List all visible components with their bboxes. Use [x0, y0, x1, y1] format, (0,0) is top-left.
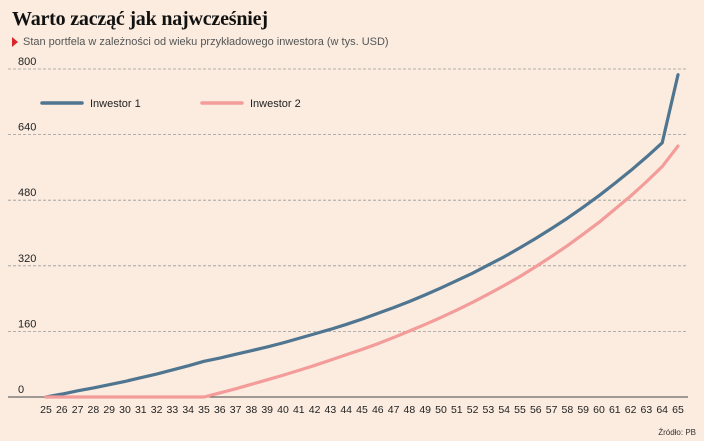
x-tick-label-58: 58 [562, 404, 574, 416]
x-tick-label-61: 61 [609, 404, 621, 416]
chart-subtitle: Stan portfela w zależności od wieku przy… [23, 36, 389, 48]
x-tick-label-31: 31 [135, 404, 147, 416]
legend-label-1: Inwestor 1 [90, 98, 141, 110]
x-tick-label-53: 53 [483, 404, 495, 416]
x-tick-label-48: 48 [404, 404, 416, 416]
x-tick-label-50: 50 [435, 404, 447, 416]
y-tick-label-480: 480 [18, 187, 36, 199]
x-tick-label-35: 35 [198, 404, 210, 416]
x-tick-label-25: 25 [40, 404, 52, 416]
x-tick-label-56: 56 [530, 404, 542, 416]
x-tick-label-60: 60 [593, 404, 605, 416]
x-tick-label-38: 38 [246, 404, 258, 416]
x-tick-label-63: 63 [641, 404, 653, 416]
y-tick-label-160: 160 [18, 318, 36, 330]
y-tick-label-0: 0 [18, 384, 24, 396]
y-tick-label-800: 800 [18, 56, 36, 68]
x-tick-label-51: 51 [451, 404, 463, 416]
x-tick-label-54: 54 [498, 404, 510, 416]
x-tick-label-42: 42 [309, 404, 321, 416]
x-tick-label-41: 41 [293, 404, 305, 416]
x-tick-label-46: 46 [372, 404, 384, 416]
y-tick-label-320: 320 [18, 253, 36, 265]
x-tick-label-27: 27 [72, 404, 84, 416]
x-tick-label-43: 43 [325, 404, 337, 416]
subtitle-row: Stan portfela w zależności od wieku przy… [12, 36, 389, 48]
source-note: Źródło: PB [658, 428, 696, 437]
x-tick-label-26: 26 [56, 404, 68, 416]
red-triangle-marker-icon [12, 37, 18, 47]
x-tick-label-37: 37 [230, 404, 242, 416]
x-tick-label-28: 28 [88, 404, 100, 416]
x-tick-label-47: 47 [388, 404, 400, 416]
legend-label-2: Inwestor 2 [250, 98, 301, 110]
series-line-2 [44, 144, 680, 399]
x-tick-label-64: 64 [656, 404, 668, 416]
x-tick-label-34: 34 [182, 404, 194, 416]
x-tick-label-36: 36 [214, 404, 226, 416]
x-tick-label-29: 29 [103, 404, 115, 416]
x-tick-label-57: 57 [546, 404, 558, 416]
x-tick-label-62: 62 [625, 404, 637, 416]
x-tick-label-33: 33 [167, 404, 179, 416]
chart-title: Warto zacząć jak najwcześniej [12, 8, 268, 30]
x-tick-label-32: 32 [151, 404, 163, 416]
x-tick-label-45: 45 [356, 404, 368, 416]
x-tick-label-39: 39 [261, 404, 273, 416]
series-line-1 [44, 73, 680, 399]
x-tick-label-30: 30 [119, 404, 131, 416]
x-tick-label-65: 65 [672, 404, 684, 416]
x-tick-label-49: 49 [419, 404, 431, 416]
x-tick-label-55: 55 [514, 404, 526, 416]
x-tick-label-44: 44 [340, 404, 352, 416]
y-tick-label-640: 640 [18, 122, 36, 134]
x-tick-label-52: 52 [467, 404, 479, 416]
x-tick-label-59: 59 [577, 404, 589, 416]
x-tick-label-40: 40 [277, 404, 289, 416]
